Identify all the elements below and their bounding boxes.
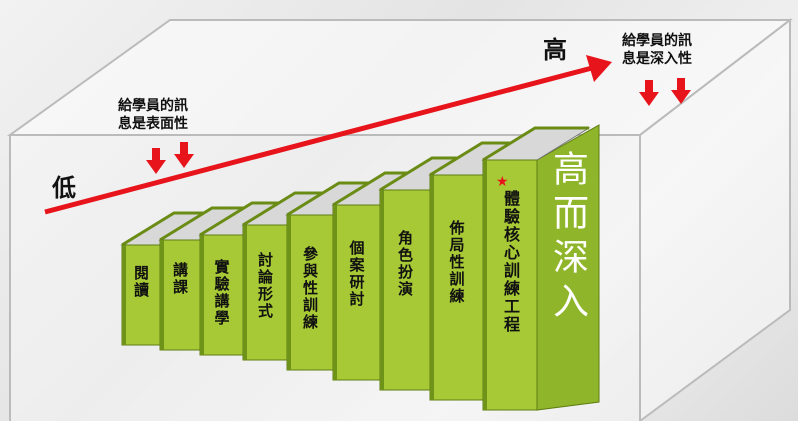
note-line: 息是深入性 xyxy=(622,51,692,67)
book-spine: 高而深入 xyxy=(547,150,588,326)
book-front xyxy=(286,214,334,371)
book-cover-edge xyxy=(159,206,252,242)
book-front xyxy=(332,204,381,381)
book-cover-edge xyxy=(482,126,589,162)
book-label: 閱讀 xyxy=(132,265,150,299)
book-shade xyxy=(243,225,247,360)
book-label: 參與性訓練 xyxy=(301,246,319,331)
book-shade xyxy=(200,235,204,355)
book-label: 體驗核心訓練工程 xyxy=(501,190,520,334)
down-arrows xyxy=(146,78,691,174)
note-line: 給學員的訊 xyxy=(118,98,188,114)
book-shade xyxy=(333,205,337,380)
book-shade xyxy=(380,190,384,390)
book-front xyxy=(379,189,431,391)
book-front xyxy=(199,234,244,356)
book-label: 個案研討 xyxy=(347,240,366,308)
book-label: 角色扮演 xyxy=(396,230,414,298)
low-label: 低 xyxy=(52,174,76,202)
book-label: 討論形式 xyxy=(256,252,274,320)
star: ★ xyxy=(496,174,509,190)
book-shade xyxy=(430,175,434,400)
book-front xyxy=(121,244,161,346)
trend-arrow xyxy=(44,65,593,215)
high-label: 高 xyxy=(543,36,567,64)
note-left: 給學員的訊 息是表面性 xyxy=(118,97,188,133)
book-shade xyxy=(287,215,291,370)
book-cover-edge xyxy=(121,211,212,247)
note-line: 息是表面性 xyxy=(118,116,188,132)
note-right: 給學員的訊 息是深入性 xyxy=(622,32,692,68)
book-label: 佈局性訓練 xyxy=(447,220,466,305)
book-shade xyxy=(122,245,126,345)
note-line: 給學員的訊 xyxy=(622,33,692,49)
book-label: 講課 xyxy=(171,262,189,296)
book-front xyxy=(429,174,484,401)
book-label: 實驗講學 xyxy=(212,259,231,327)
book-shade xyxy=(483,160,487,410)
arrow-head xyxy=(586,55,612,82)
book-front xyxy=(482,159,538,411)
book-shade xyxy=(160,240,164,350)
